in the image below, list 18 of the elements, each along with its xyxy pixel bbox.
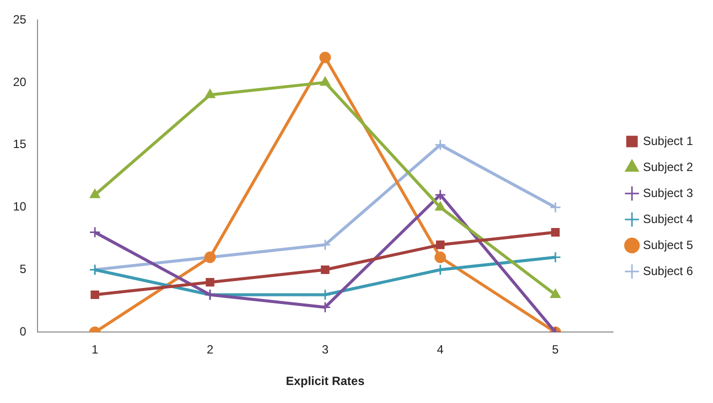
x-tick-label: 3 <box>322 342 329 357</box>
x-tick-label: 2 <box>206 342 214 357</box>
legend-label: Subject 1 <box>642 134 694 148</box>
legend-label: Subject 2 <box>642 160 694 174</box>
legend-label: Subject 3 <box>642 186 694 200</box>
x-axis-title: Explicit Rates <box>286 374 365 388</box>
y-tick-label: 0 <box>20 324 27 339</box>
legend-label: Subject 5 <box>642 238 694 252</box>
x-tick-label: 5 <box>552 342 560 357</box>
y-tick-label: 20 <box>12 74 27 89</box>
x-tick-label: 4 <box>436 342 444 357</box>
y-tick-label: 5 <box>20 262 27 276</box>
x-tick-label: 1 <box>92 342 99 357</box>
y-tick-label: 25 <box>12 12 27 26</box>
y-tick-label: 15 <box>12 137 27 152</box>
legend-label: Subject 4 <box>642 212 694 226</box>
y-tick-label: 10 <box>12 200 27 214</box>
legend-label: Subject 6 <box>642 264 694 278</box>
